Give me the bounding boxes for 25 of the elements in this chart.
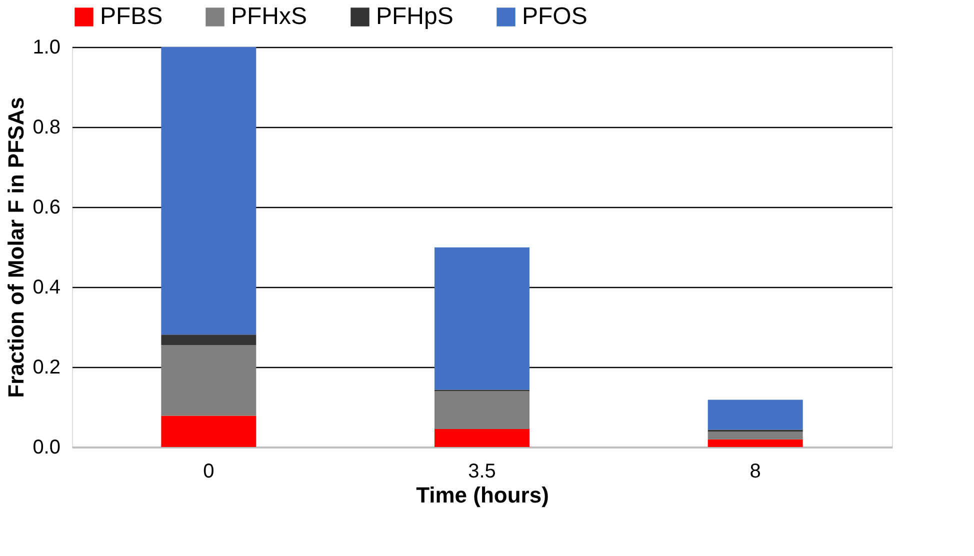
y-tick-label: 0.6 <box>32 196 60 218</box>
x-axis-title: Time (hours) <box>416 482 549 508</box>
bar <box>708 400 803 430</box>
y-tick-label: 0.4 <box>32 276 60 298</box>
bar <box>161 47 256 335</box>
legend-label: PFHpS <box>376 3 454 30</box>
bar <box>434 429 530 447</box>
bar <box>708 432 803 440</box>
bar <box>434 391 530 429</box>
bar <box>708 439 803 447</box>
bar <box>161 334 256 345</box>
bar <box>434 247 530 390</box>
legend-label: PFBS <box>100 3 163 30</box>
x-tick-label: 0 <box>203 460 214 482</box>
y-tick-label: 1.0 <box>32 36 60 58</box>
x-tick-label: 3.5 <box>468 460 496 482</box>
y-tick-label: 0.0 <box>32 436 60 458</box>
bar <box>161 345 256 416</box>
x-tick-label: 8 <box>750 460 761 482</box>
legend-label: PFOS <box>522 3 588 30</box>
y-axis-title: Fraction of Molar F in PFSAs <box>4 97 29 398</box>
y-tick-label: 0.2 <box>32 356 60 378</box>
legend-label: PFHxS <box>231 3 308 30</box>
y-tick-label: 0.8 <box>32 116 60 138</box>
bar <box>161 416 256 447</box>
